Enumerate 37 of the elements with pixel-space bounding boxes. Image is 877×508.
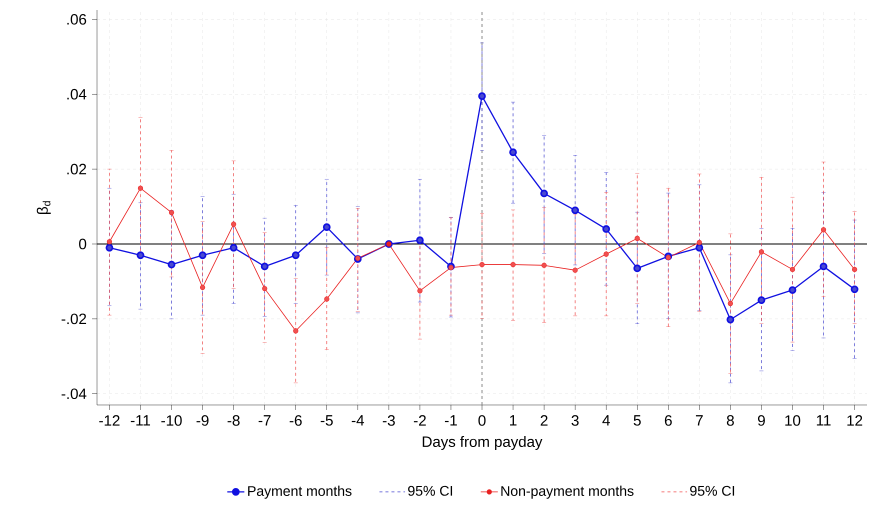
x-tick-label: 8	[726, 415, 734, 426]
y-tick-label: .02	[67, 164, 86, 174]
x-tick-label: -12	[99, 415, 120, 426]
y-tick-label: .06	[67, 14, 86, 25]
x-tick-label: -3	[382, 415, 395, 426]
x-tick-label: -4	[352, 415, 364, 426]
x-tick-label: 10	[785, 415, 800, 426]
x-tick-label: 0	[478, 415, 486, 426]
x-axis-title: Days from payday	[422, 436, 542, 450]
x-tick-label: 11	[816, 415, 831, 426]
x-tick-label: -7	[258, 415, 271, 426]
x-tick-label: -8	[228, 415, 240, 426]
y-tick-label: 0	[79, 238, 86, 250]
x-tick-label: 9	[758, 415, 765, 426]
x-tick-label: 6	[664, 415, 672, 426]
legend-label: 95% CI	[408, 486, 452, 496]
x-tick-label: -5	[320, 415, 333, 426]
x-tick-label: -2	[414, 415, 426, 426]
legend-label: 95% CI	[690, 486, 734, 496]
x-tick-label: -11	[130, 415, 150, 426]
x-tick-label: 4	[602, 415, 610, 426]
legend-label: Non-payment months	[501, 486, 634, 499]
x-tick-label: -6	[290, 415, 302, 426]
x-tick-label: -1	[444, 415, 457, 426]
y-tick-label: -.02	[62, 314, 86, 324]
x-tick-label: 1	[510, 415, 516, 426]
x-tick-label: -9	[196, 415, 209, 426]
x-tick-label: 5	[634, 415, 641, 426]
y-axis-title: β$_{d}$	[36, 201, 51, 214]
y-tick-label: .04	[67, 88, 86, 100]
x-tick-label: -10	[161, 415, 182, 426]
x-tick-label: 7	[696, 415, 703, 426]
x-tick-label: 12	[847, 415, 862, 426]
x-tick-label: 2	[540, 415, 548, 426]
x-tick-label: 3	[572, 415, 579, 426]
y-tick-label: -.04	[62, 388, 86, 400]
legend-label: Payment months	[248, 486, 352, 499]
